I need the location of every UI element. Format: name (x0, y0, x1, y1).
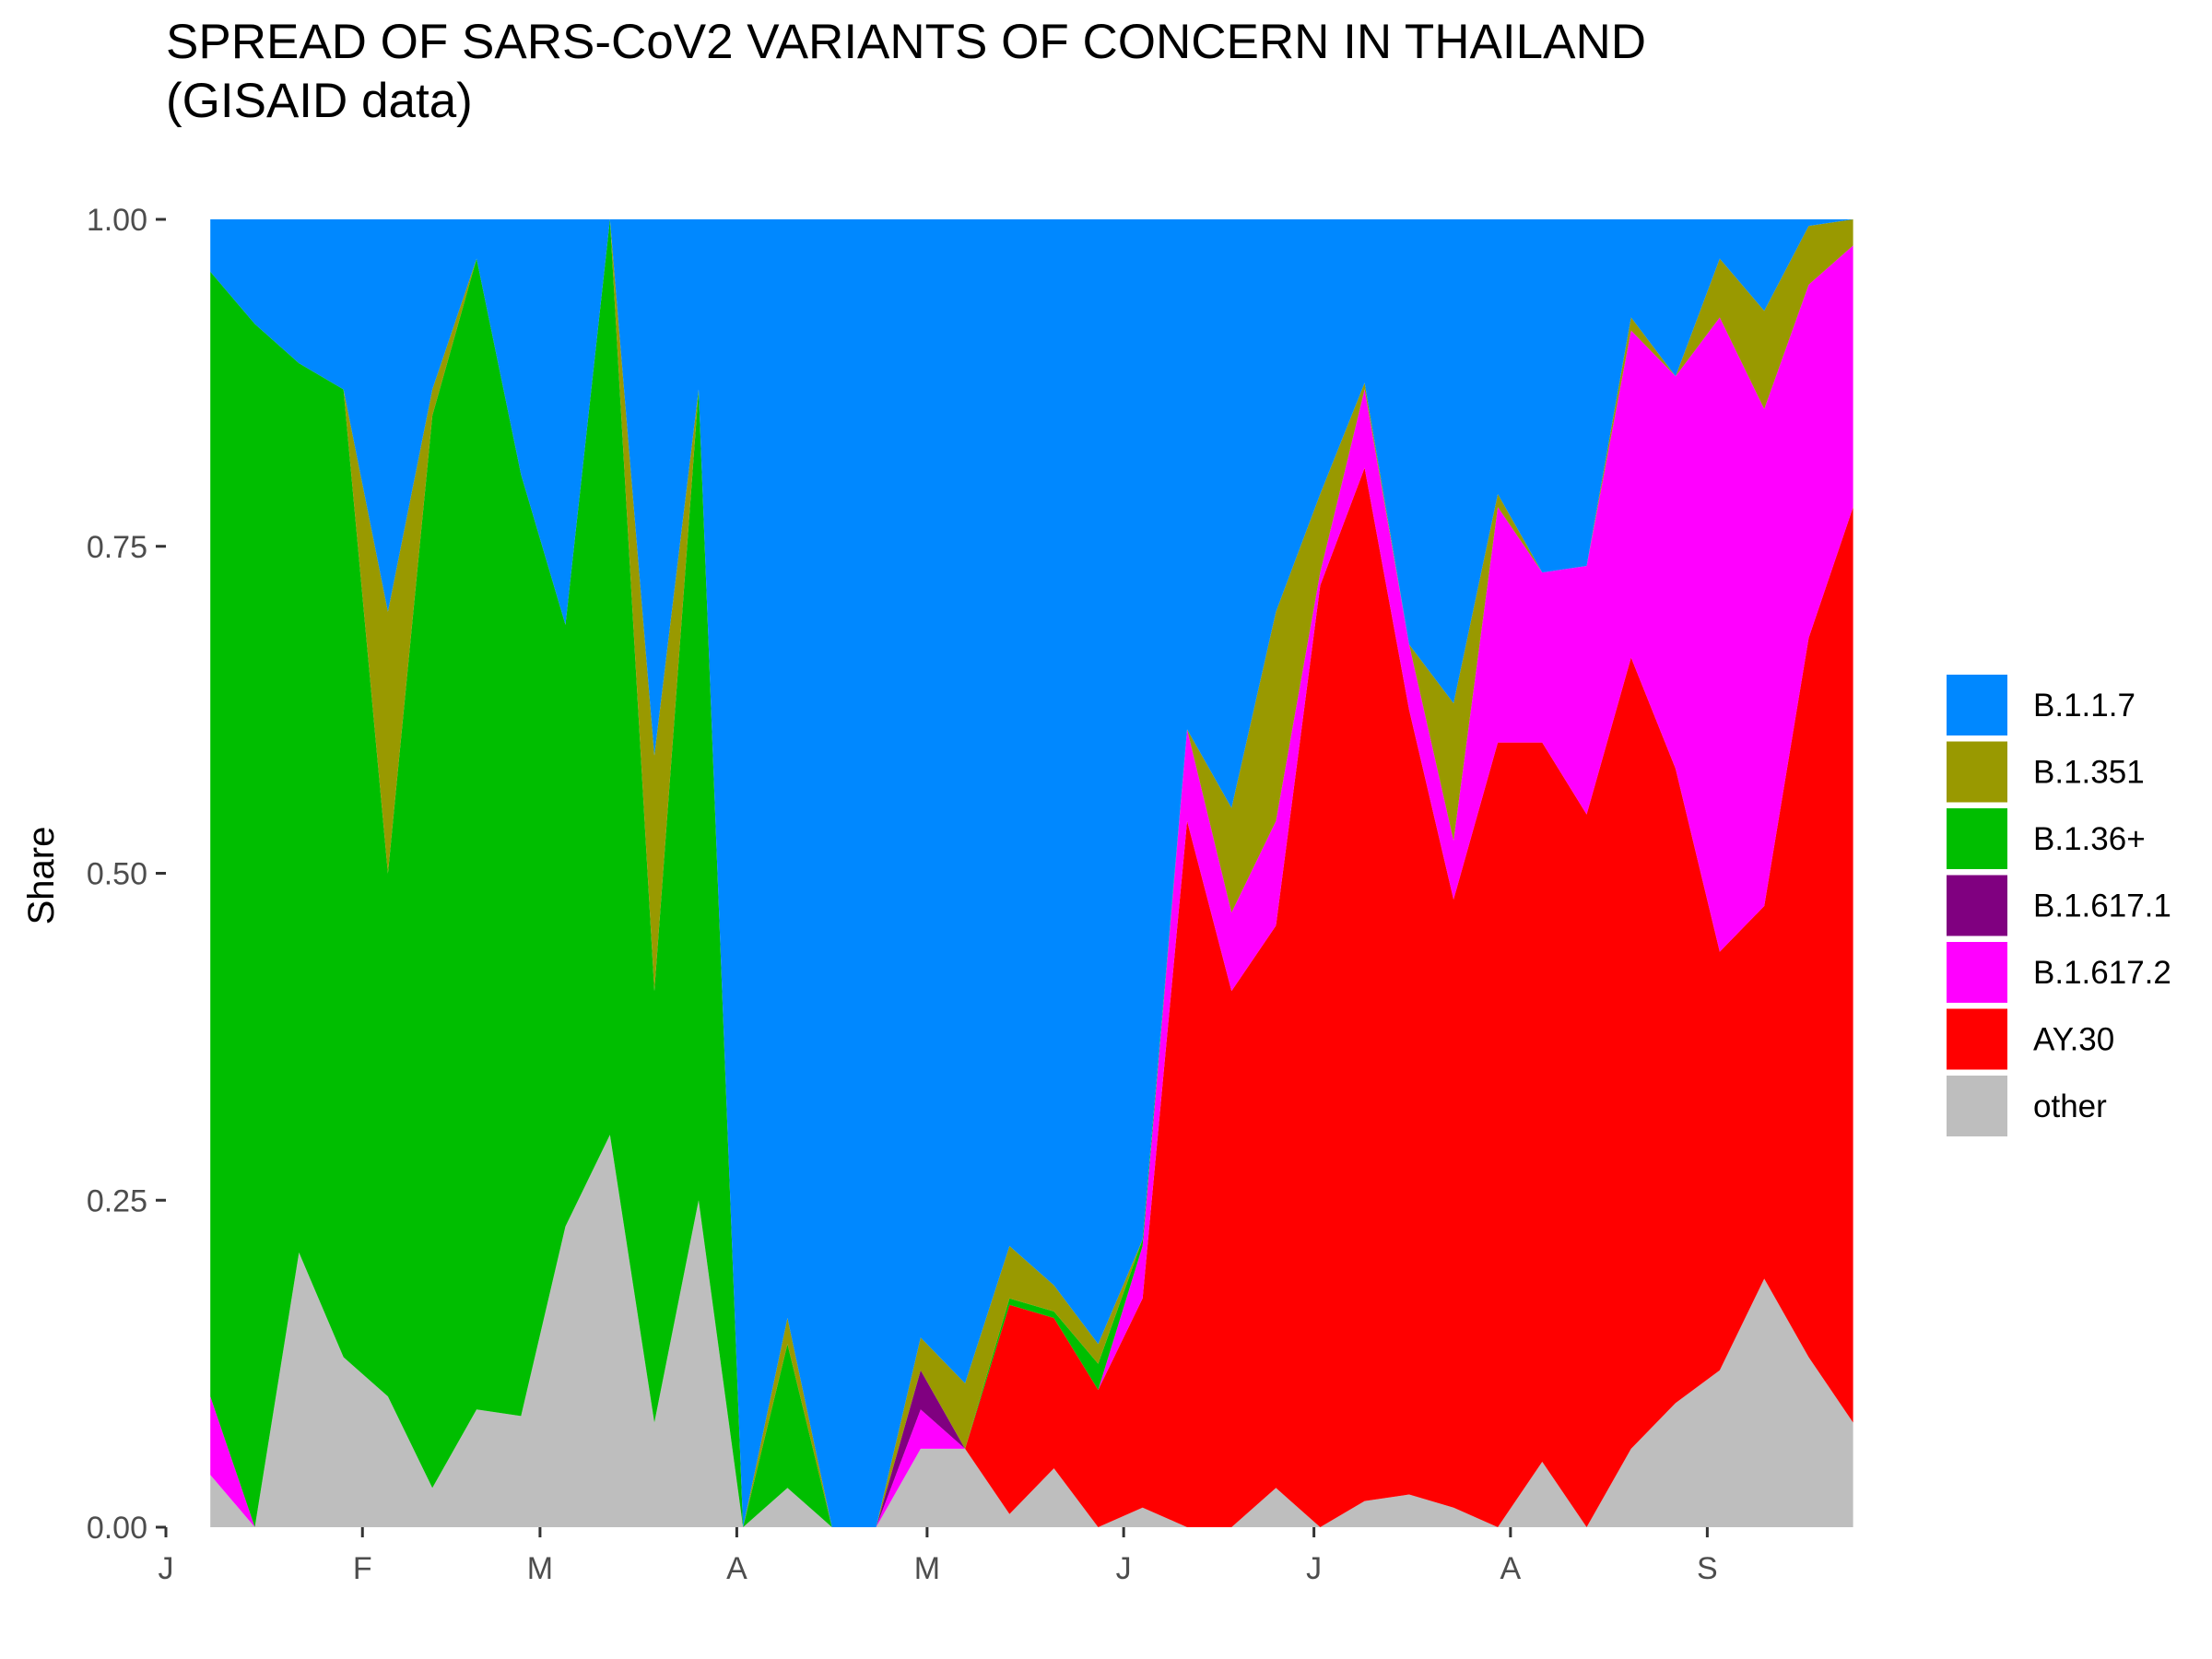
chart-title-line-1: SPREAD OF SARS-CoV2 VARIANTS OF CONCERN … (166, 15, 1646, 69)
x-tick-label: S (1697, 1551, 1718, 1586)
legend-label-b-1-617-1: B.1.617.1 (2033, 888, 2171, 924)
legend-label-b-1-36: B.1.36+ (2033, 821, 2146, 857)
stacked-areas (210, 219, 1853, 1528)
legend-label-b-1-351: B.1.351 (2033, 755, 2145, 791)
chart-title: SPREAD OF SARS-CoV2 VARIANTS OF CONCERN … (166, 13, 1646, 131)
area-b-1-351 (210, 219, 1853, 1527)
y-tick-label: 0.75 (87, 530, 147, 565)
legend-key-b-1-617-1 (1947, 875, 2007, 936)
x-tick-label: F (353, 1551, 372, 1586)
area-b-1-617-2 (210, 245, 1853, 1527)
x-tick-label: M (527, 1551, 553, 1586)
legend-label-other: other (2033, 1088, 2107, 1124)
x-tick-label: A (726, 1551, 747, 1586)
x-tick-label: J (1306, 1551, 1322, 1586)
legend-label-ay-30: AY.30 (2033, 1022, 2114, 1058)
legend-label-b-1-617-2: B.1.617.2 (2033, 955, 2171, 991)
legend-key-b-1-351 (1947, 741, 2007, 803)
x-tick-label: M (914, 1551, 940, 1586)
y-tick-label: 0.00 (87, 1511, 147, 1546)
area-other (210, 1135, 1853, 1527)
y-axis: 0.00 0.25 0.50 0.75 1.00 (87, 203, 166, 1546)
area-b-1-36 (210, 219, 1853, 1527)
area-b-1-1-7 (210, 219, 1853, 1527)
legend-label-b-1-1-7: B.1.1.7 (2033, 688, 2136, 724)
chart-title-line-2: (GISAID data) (166, 74, 473, 128)
x-tick-label: J (159, 1551, 174, 1586)
legend-key-b-1-36 (1947, 808, 2007, 869)
x-tick-label: A (1500, 1551, 1522, 1586)
legend-key-b-1-1-7 (1947, 675, 2007, 735)
y-axis-title: Share (21, 827, 62, 925)
y-tick-label: 1.00 (87, 203, 147, 238)
legend-key-b-1-617-2 (1947, 942, 2007, 1003)
area-ay-30 (210, 467, 1853, 1528)
legend-key-ay-30 (1947, 1008, 2007, 1070)
legend: B.1.1.7 B.1.351 B.1.36+ B.1.617.1 B.1.617.2 A… (1947, 675, 2171, 1136)
y-tick-label: 0.50 (87, 857, 147, 892)
x-tick-label: J (1116, 1551, 1132, 1586)
legend-key-other (1947, 1076, 2007, 1136)
y-tick-label: 0.25 (87, 1183, 147, 1218)
